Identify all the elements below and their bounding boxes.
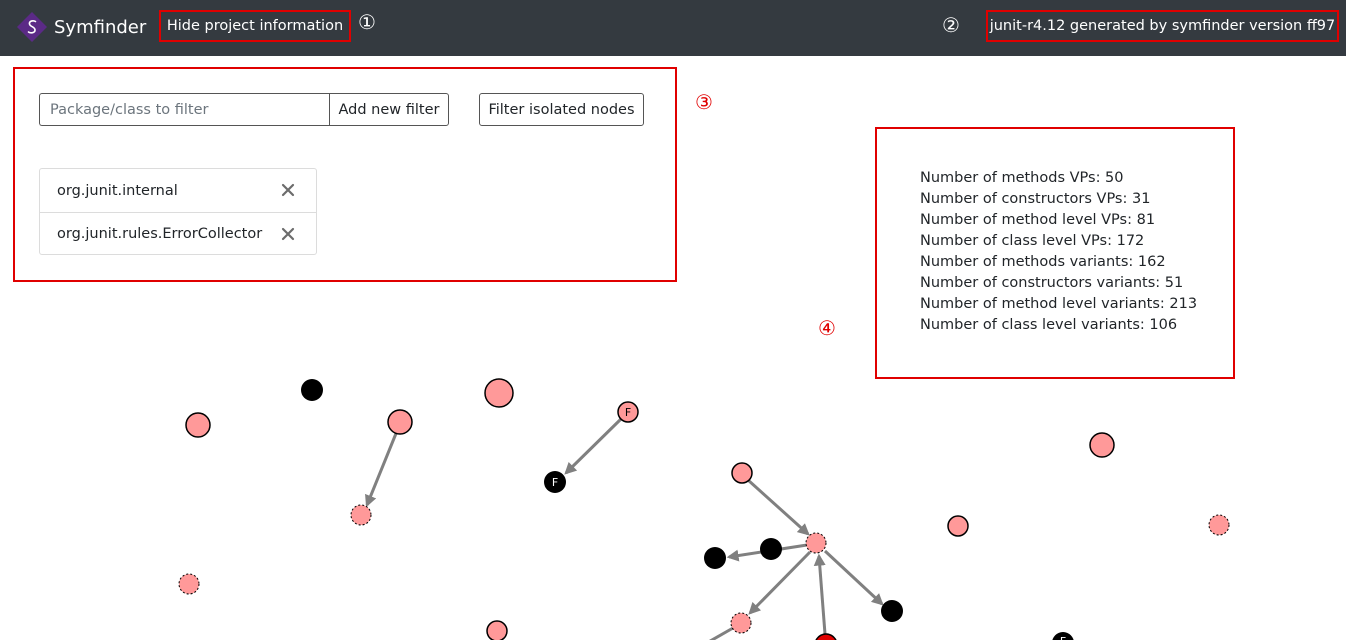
stat-methods-variants: Number of methods variants: 162 bbox=[920, 254, 1166, 270]
stat-class-level-variants: Number of class level variants: 106 bbox=[920, 317, 1178, 333]
annotation-marker-3: ③ bbox=[695, 90, 713, 114]
graph-node-label: F bbox=[552, 476, 558, 489]
annotation-marker-4: ④ bbox=[818, 316, 836, 340]
stat-constructors-vps: Number of constructors VPs: 31 bbox=[920, 191, 1151, 207]
brand-name: Symfinder bbox=[54, 16, 147, 38]
graph-edge bbox=[823, 549, 884, 606]
graph-edge bbox=[564, 416, 624, 475]
graph-node bbox=[805, 532, 827, 554]
graph-node bbox=[185, 412, 211, 438]
graph-edge bbox=[748, 550, 812, 615]
graph-node bbox=[1052, 632, 1074, 640]
graph-node bbox=[730, 612, 752, 634]
navbar: Symfinder Hide project information junit… bbox=[0, 0, 1346, 56]
graph-node-label: F bbox=[625, 406, 631, 419]
graph-edge bbox=[813, 553, 827, 635]
graph-node-labels: F F F bbox=[552, 406, 1066, 640]
stat-class-level-vps: Number of class level VPs: 172 bbox=[920, 233, 1145, 249]
filter-item-label: org.junit.rules.ErrorCollector bbox=[57, 226, 263, 242]
symfinder-logo-icon bbox=[17, 12, 47, 42]
brand[interactable]: Symfinder bbox=[16, 10, 146, 44]
stat-method-level-vps: Number of method level VPs: 81 bbox=[920, 212, 1156, 228]
graph-node bbox=[1208, 514, 1230, 536]
filter-isolated-nodes-button[interactable]: Filter isolated nodes bbox=[479, 93, 644, 126]
graph-nodes bbox=[178, 378, 1230, 640]
package-filter-input[interactable] bbox=[39, 93, 329, 126]
graph-node bbox=[544, 471, 566, 493]
filter-item: org.junit.rules.ErrorCollector bbox=[40, 212, 316, 255]
graph-node-label: F bbox=[1060, 635, 1066, 640]
annotation-marker-1: ① bbox=[358, 10, 376, 34]
graph-node bbox=[947, 515, 969, 537]
graph-node bbox=[617, 401, 639, 423]
statistics-panel bbox=[875, 127, 1235, 379]
filter-panel bbox=[13, 67, 677, 282]
stat-constructors-variants: Number of constructors variants: 51 bbox=[920, 275, 1184, 291]
graph-edges bbox=[365, 416, 884, 640]
add-filter-button[interactable]: Add new filter bbox=[329, 93, 449, 126]
graph-edge bbox=[746, 478, 810, 536]
stat-method-level-variants: Number of method level variants: 213 bbox=[920, 296, 1198, 312]
filter-item-label: org.junit.internal bbox=[57, 182, 178, 199]
graph-node bbox=[484, 378, 514, 408]
stat-methods-vps: Number of methods VPs: 50 bbox=[920, 170, 1124, 186]
annotation-marker-2: ② bbox=[942, 13, 960, 37]
filter-item: org.junit.internal bbox=[40, 169, 316, 212]
graph-node bbox=[387, 409, 413, 435]
graph-node bbox=[815, 633, 837, 640]
graph-node bbox=[486, 620, 508, 640]
generated-info: junit-r4.12 generated by symfinder versi… bbox=[986, 10, 1339, 42]
graph-node bbox=[350, 504, 372, 526]
hide-project-info-button[interactable]: Hide project information bbox=[159, 10, 351, 42]
graph-node bbox=[704, 547, 726, 569]
graph-node bbox=[881, 600, 903, 622]
graph-node bbox=[731, 462, 753, 484]
close-icon[interactable] bbox=[280, 182, 296, 198]
graph-edge bbox=[365, 430, 399, 508]
close-icon[interactable] bbox=[280, 226, 296, 242]
graph-edge bbox=[708, 626, 734, 640]
graph-node bbox=[1089, 432, 1115, 458]
graph-node bbox=[760, 538, 782, 560]
graph-node bbox=[178, 573, 200, 595]
graph-node bbox=[301, 379, 323, 401]
filter-input-group: Add new filter bbox=[39, 93, 449, 126]
statistics-list: Number of methods VPs: 50 Number of cons… bbox=[920, 168, 1197, 336]
filter-list: org.junit.internal org.junit.rules.Error… bbox=[39, 168, 317, 255]
